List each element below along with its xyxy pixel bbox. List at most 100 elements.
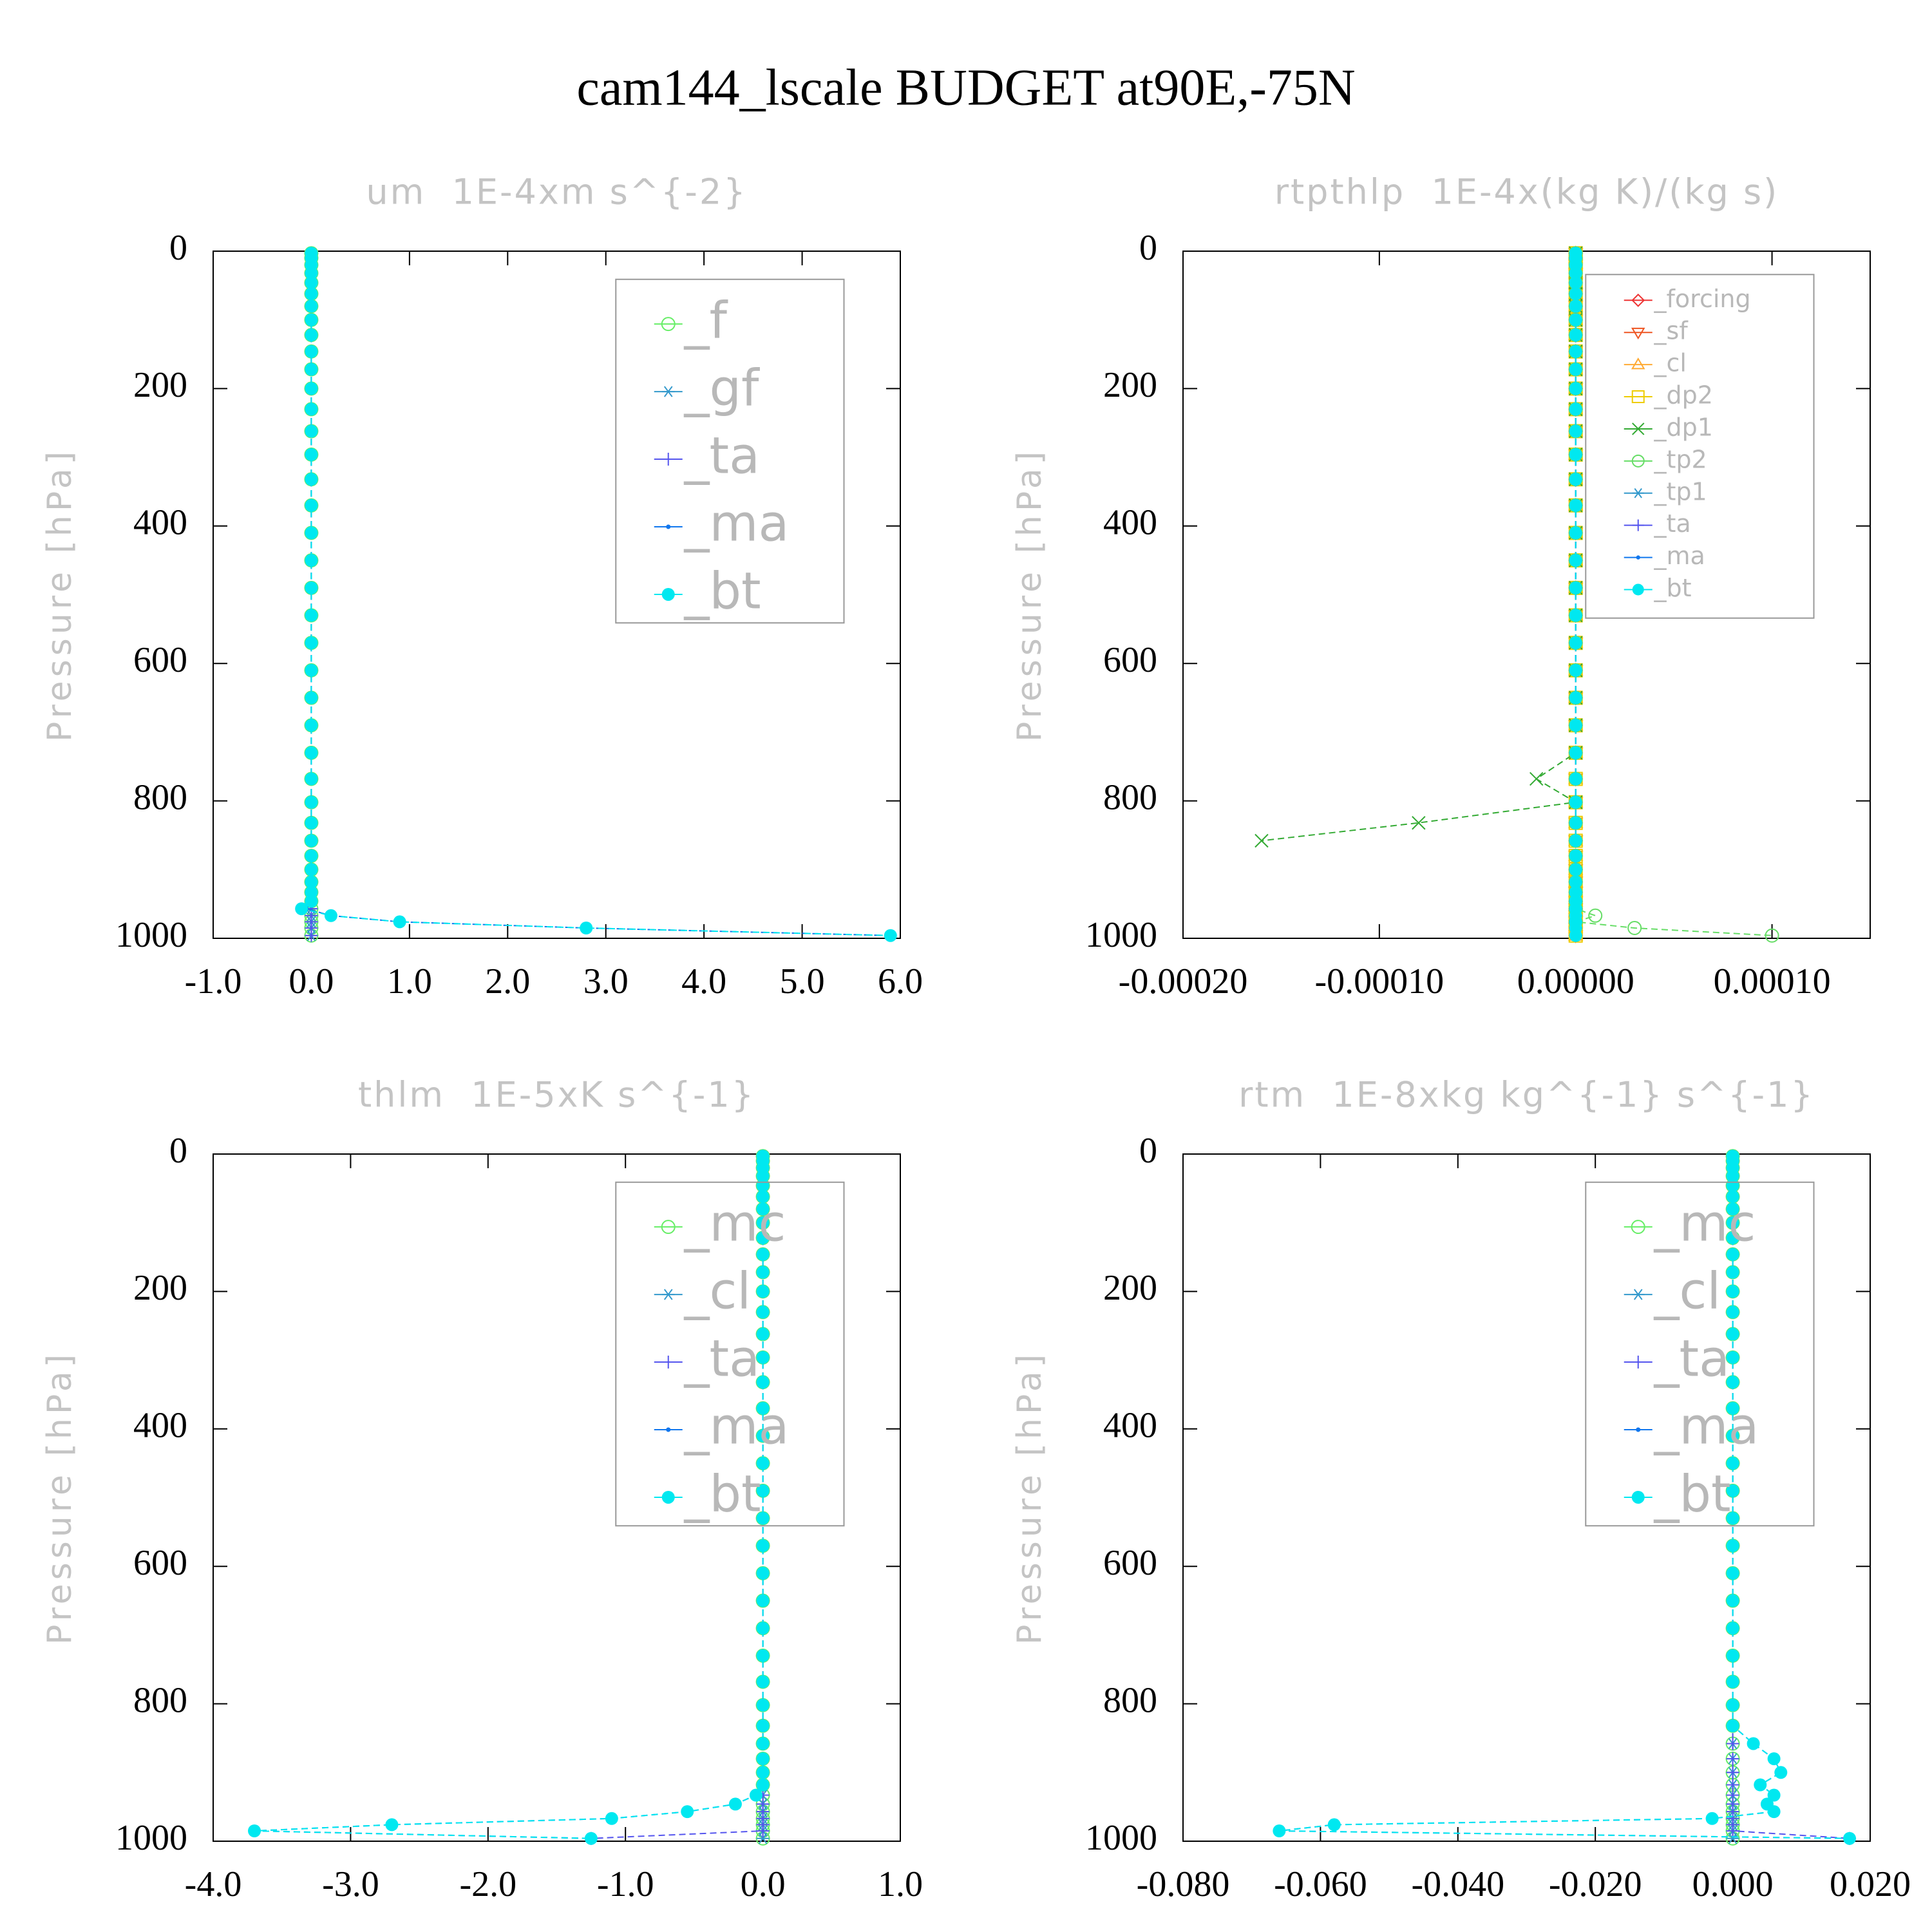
marker — [1726, 1766, 1739, 1779]
marker — [584, 1832, 598, 1845]
marker — [305, 609, 318, 622]
marker — [1569, 816, 1582, 829]
marker — [756, 1179, 770, 1193]
marker — [305, 554, 318, 567]
series-line — [1279, 1156, 1850, 1839]
marker — [756, 1719, 770, 1732]
marker — [1569, 424, 1582, 438]
marker — [305, 746, 318, 759]
marker — [756, 1247, 770, 1261]
marker — [605, 1812, 618, 1825]
marker — [305, 345, 318, 358]
marker — [1631, 1220, 1645, 1235]
marker — [1569, 849, 1582, 862]
marker — [1569, 719, 1582, 732]
marker — [1273, 1824, 1286, 1837]
marker — [305, 895, 318, 908]
marker — [1412, 816, 1426, 830]
marker — [1726, 1350, 1739, 1364]
marker — [1569, 929, 1582, 942]
y-tick-label: 600 — [1103, 640, 1157, 680]
marker — [305, 382, 318, 395]
marker — [1726, 1285, 1739, 1298]
y-tick-label: 600 — [1103, 1543, 1157, 1583]
marker — [756, 1429, 770, 1443]
legend-box — [1585, 274, 1815, 619]
marker — [1767, 1788, 1781, 1802]
y-tick-label: 0 — [169, 228, 187, 268]
marker — [1754, 1778, 1767, 1792]
y-tick-label: 200 — [1103, 1268, 1157, 1308]
legend-label: _dp1 — [1654, 413, 1713, 441]
legend-label: _bt — [684, 1465, 761, 1523]
marker — [756, 1484, 770, 1497]
marker — [1569, 554, 1582, 567]
marker — [305, 267, 318, 280]
marker — [666, 1427, 671, 1432]
x-tick-label: -0.040 — [1411, 1864, 1504, 1904]
marker — [305, 834, 318, 848]
x-tick-label: 3.0 — [583, 961, 629, 1001]
marker — [666, 524, 671, 529]
marker — [305, 363, 318, 376]
marker — [393, 915, 406, 929]
marker — [1569, 276, 1582, 290]
marker — [1569, 636, 1582, 650]
marker — [1569, 299, 1582, 313]
marker — [1569, 526, 1582, 540]
legend-box — [615, 278, 845, 624]
plot-area — [1255, 245, 1779, 943]
marker — [1726, 1675, 1739, 1689]
marker — [1255, 833, 1269, 848]
marker — [661, 317, 676, 332]
x-tick-label: -0.060 — [1274, 1864, 1367, 1904]
marker — [756, 1737, 770, 1750]
marker — [1569, 863, 1582, 876]
y-axis-label: Pressure [hPa] — [41, 1350, 79, 1645]
marker — [305, 498, 318, 512]
marker — [1569, 886, 1582, 899]
marker — [1588, 908, 1603, 923]
legend-label: _ta — [1654, 1331, 1730, 1388]
legend-label: _ta — [1654, 509, 1691, 538]
marker — [756, 1457, 770, 1470]
marker — [305, 473, 318, 486]
marker — [756, 1305, 770, 1319]
plot-area — [295, 246, 897, 943]
marker — [1631, 1490, 1645, 1504]
marker — [1569, 691, 1582, 705]
marker — [1726, 1202, 1739, 1216]
marker — [1327, 1818, 1341, 1832]
y-tick-label: 400 — [1103, 503, 1157, 543]
marker — [1632, 422, 1645, 435]
legend-label: _cl — [1654, 349, 1687, 377]
y-tick-label: 800 — [133, 777, 187, 817]
x-tick-label: -1.0 — [185, 961, 242, 1001]
marker — [1569, 267, 1582, 280]
y-tick-label: 800 — [133, 1680, 187, 1720]
legend-label: _mc — [684, 1195, 786, 1253]
marker — [305, 636, 318, 650]
legend-label: _bt — [684, 562, 761, 620]
marker — [661, 386, 675, 397]
marker — [661, 1289, 675, 1300]
marker — [305, 929, 318, 942]
x-tick-label: -2.0 — [459, 1864, 516, 1904]
marker — [1726, 1401, 1739, 1415]
y-tick-label: 0 — [169, 1131, 187, 1171]
marker — [756, 1698, 770, 1712]
legend-label: _ma — [1654, 542, 1705, 570]
marker — [756, 1778, 770, 1792]
marker — [1726, 1457, 1739, 1470]
y-tick-label: 1000 — [115, 1818, 187, 1858]
marker — [1726, 1824, 1739, 1837]
marker — [305, 772, 318, 786]
y-tick-label: 200 — [1103, 365, 1157, 405]
marker — [305, 663, 318, 677]
marker — [305, 816, 318, 829]
legend-label: _ta — [684, 428, 760, 486]
y-tick-label: 1000 — [1085, 915, 1157, 955]
marker — [1726, 1737, 1739, 1750]
marker — [756, 1649, 770, 1662]
